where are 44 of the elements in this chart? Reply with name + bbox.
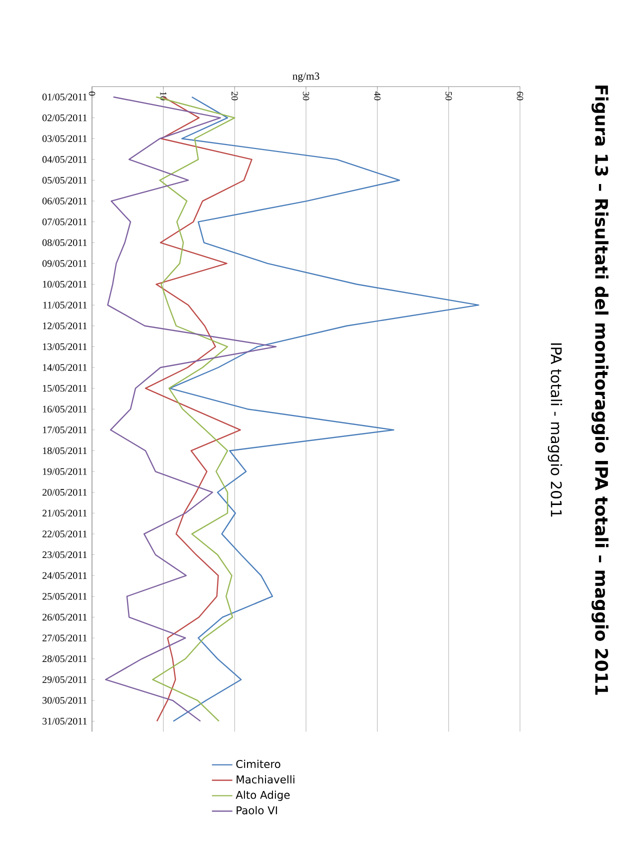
y-tick-label: 24/05/2011 [42,572,87,579]
y-tick-label: 16/05/2011 [42,406,87,412]
x-tick-label: 40 [374,92,380,100]
y-tick-label: 27/05/2011 [42,634,87,642]
x-tick-label: 0 [88,92,96,96]
y-tick-label: 26/05/2011 [42,614,87,621]
y-tick-label: 17/05/2011 [42,426,87,434]
text: IPA totali - maggio 2011 [548,343,562,517]
y-tick-label: 02/05/2011 [42,114,87,122]
y-tick-label: 30/05/2011 [42,697,87,704]
y-tick-label: 13/05/2011 [42,343,87,350]
legend-label: Machiavelli [236,775,294,784]
y-tick-label: 25/05/2011 [42,592,87,600]
y-tick-label: 28/05/2011 [42,655,87,662]
y-tick-label: 18/05/2011 [42,447,87,454]
x-tick-label: 30 [302,92,310,100]
y-tick-label: 22/05/2011 [42,530,87,538]
y-tick-label: 19/05/2011 [42,468,87,475]
y-tick-label: 31/05/2011 [42,718,87,725]
y-tick-label: 05/05/2011 [42,176,87,184]
legend-label: Alto Adige [236,790,290,801]
y-tick-label: 07/05/2011 [42,218,87,226]
legend-label: Cimitero [236,760,280,768]
x-tick-label: 50 [446,92,452,100]
y-tick-label: 03/05/2011 [42,135,87,142]
y-tick-label: 23/05/2011 [42,551,87,558]
x-axis-title: ng/m3 [292,72,320,82]
text: Figura 13 – Risultati del monitoraggio IPA totali – maggio 2011 [592,86,608,695]
y-tick-label: 15/05/2011 [42,384,87,392]
legend-label: Paolo VI [236,806,277,814]
y-tick-label: 09/05/2011 [42,260,87,267]
y-tick-label: 06/05/2011 [42,198,87,204]
x-tick-label: 20 [232,92,238,100]
y-tick-label: 10/05/2011 [42,280,87,288]
y-tick-label: 12/05/2011 [42,322,87,330]
y-tick-label: 29/05/2011 [42,676,87,683]
y-tick-label: 04/05/2011 [42,156,87,163]
y-tick-label: 01/05/2011 [42,94,87,100]
y-tick-label: 21/05/2011 [42,510,87,517]
y-tick-label: 11/05/2011 [43,302,87,308]
y-tick-label: 20/05/2011 [42,488,87,496]
x-tick-label: 60 [516,92,524,100]
y-tick-label: 14/05/2011 [42,364,87,371]
y-tick-label: 08/05/2011 [42,239,87,246]
